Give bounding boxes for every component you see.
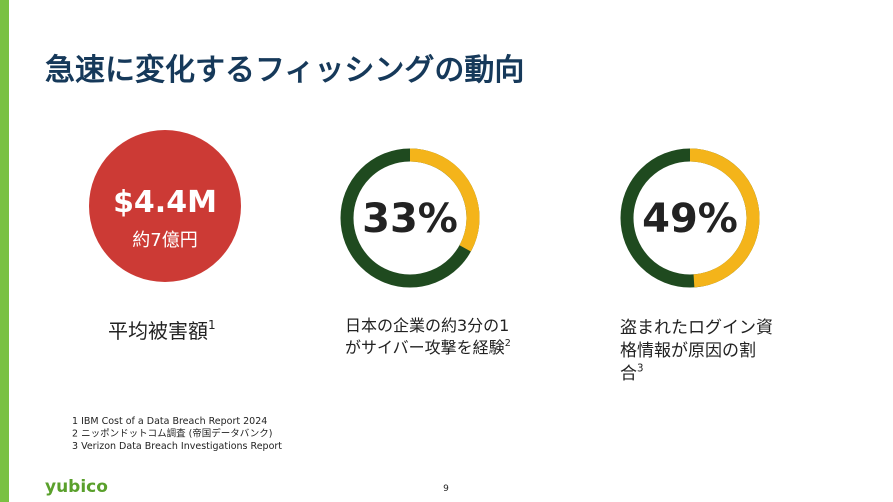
footnote-ref: 3 (637, 363, 643, 374)
caption-line: 合 (620, 364, 637, 384)
stat-caption: がサイバー攻撃を経験2 (345, 338, 511, 357)
caption-line: 格情報が原因の割 (620, 341, 756, 361)
caption-line: 平均被害額 (108, 319, 208, 343)
caption-line: がサイバー攻撃を経験 (345, 338, 505, 357)
donut-arc (409, 148, 480, 252)
donut-arc (689, 148, 760, 288)
stat-value: 33% (362, 196, 458, 242)
stat-caption: 平均被害額1 (108, 318, 216, 343)
footnote: 1 IBM Cost of a Data Breach Report 2024 (72, 416, 267, 427)
stat-circle (89, 130, 241, 282)
logo: yubico (45, 477, 108, 497)
stat-caption: 合3 (620, 363, 643, 384)
page-number: 9 (443, 484, 449, 494)
stat-sub: 約7億円 (132, 230, 197, 251)
footnote-ref: 1 (208, 318, 216, 332)
caption-line: 盗まれたログイン資 (620, 318, 773, 338)
footnote-ref: 2 (505, 338, 511, 349)
footnote: 3 Verizon Data Breach Investigations Rep… (72, 441, 282, 452)
slide-title: 急速に変化するフィッシングの動向 (45, 53, 524, 88)
stat-caption: 日本の企業の約3分の1 (345, 316, 509, 335)
stat-caption: 格情報が原因の割 (620, 341, 756, 361)
stat-value: $4.4M (113, 185, 217, 220)
stat-caption: 盗まれたログイン資 (620, 318, 773, 338)
caption-line: 日本の企業の約3分の1 (345, 316, 509, 335)
accent-bar (0, 0, 9, 502)
stat-value: 49% (642, 196, 738, 242)
footnote: 2 ニッポンドットコム調査 (帝国データバンク) (72, 428, 272, 440)
